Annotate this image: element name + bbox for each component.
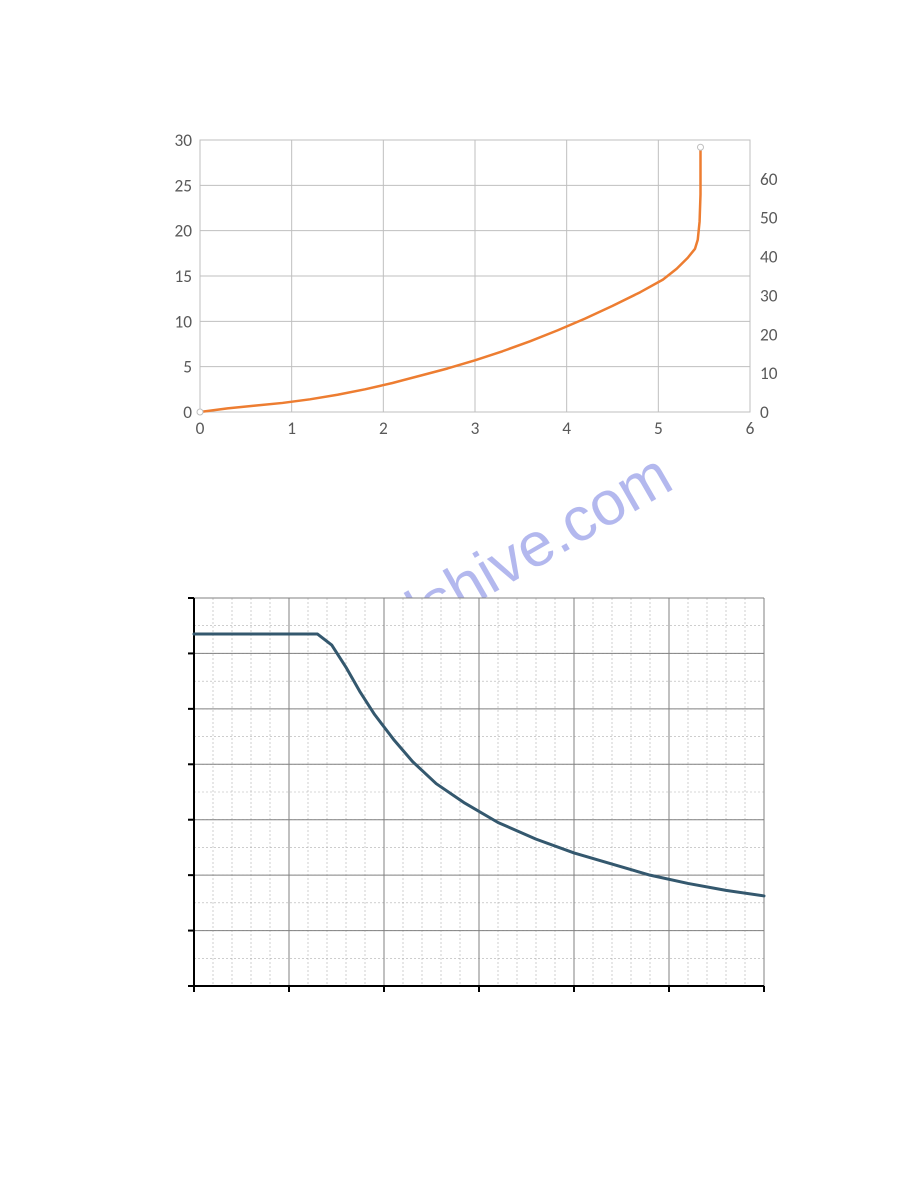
svg-text:5: 5 bbox=[654, 418, 663, 439]
svg-text:4: 4 bbox=[562, 418, 571, 439]
svg-text:10: 10 bbox=[760, 363, 778, 384]
svg-text:40: 40 bbox=[760, 247, 778, 268]
svg-text:0: 0 bbox=[760, 402, 769, 423]
svg-text:30: 30 bbox=[760, 285, 778, 306]
svg-text:6: 6 bbox=[746, 418, 755, 439]
svg-text:20: 20 bbox=[760, 324, 778, 345]
svg-text:5: 5 bbox=[183, 357, 192, 378]
svg-text:10: 10 bbox=[174, 311, 192, 332]
chart-bottom-svg bbox=[170, 590, 775, 1010]
svg-text:2: 2 bbox=[379, 418, 388, 439]
svg-text:0: 0 bbox=[183, 402, 192, 423]
chart-top-svg: 01234560510152025300102030405060 bbox=[155, 132, 785, 442]
chart-bottom bbox=[170, 590, 775, 1010]
svg-text:30: 30 bbox=[174, 132, 192, 151]
svg-text:25: 25 bbox=[174, 175, 192, 196]
page: manualshive.com 012345605101520253001020… bbox=[0, 0, 918, 1188]
svg-text:20: 20 bbox=[174, 221, 192, 242]
svg-text:60: 60 bbox=[760, 169, 778, 190]
svg-text:3: 3 bbox=[471, 418, 480, 439]
chart-top: 01234560510152025300102030405060 bbox=[155, 132, 785, 442]
svg-text:0: 0 bbox=[196, 418, 205, 439]
svg-text:50: 50 bbox=[760, 208, 778, 229]
svg-text:1: 1 bbox=[287, 418, 296, 439]
svg-text:15: 15 bbox=[174, 266, 192, 287]
